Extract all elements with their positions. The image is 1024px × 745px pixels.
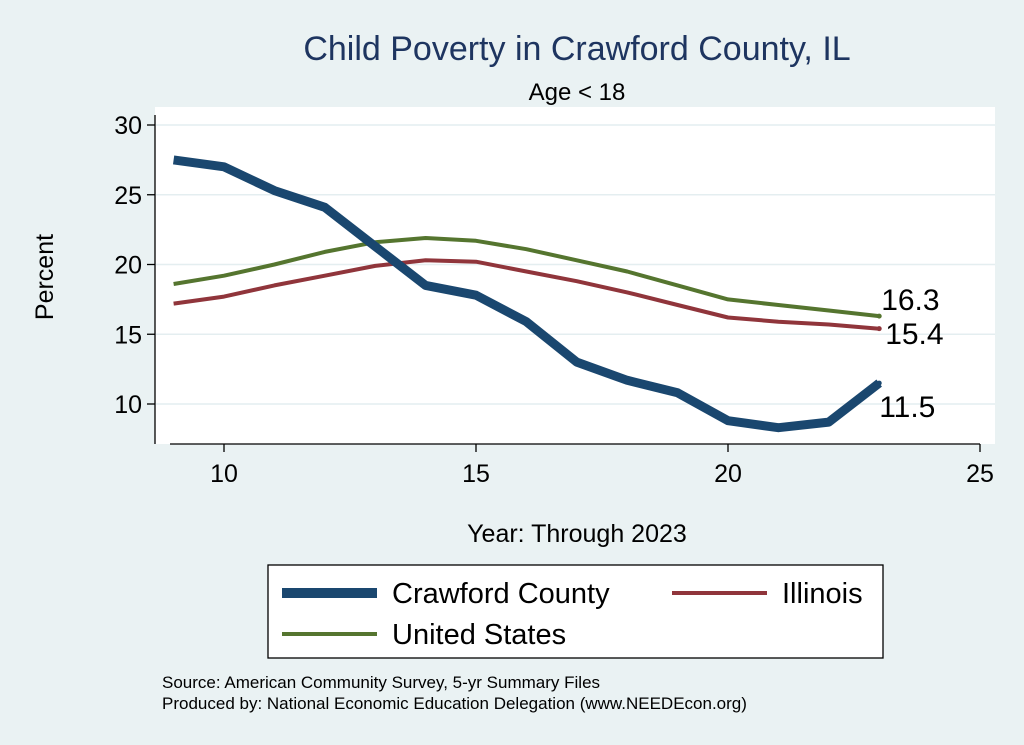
legend: Crawford County Illinois United States	[282, 578, 863, 651]
end-point-crawford-county	[876, 380, 882, 386]
chart-title: Child Poverty in Crawford County, IL	[303, 30, 850, 68]
series-line-illinois	[173, 258, 880, 331]
series-line-united-states	[173, 236, 880, 319]
end-point-united-states	[876, 313, 882, 319]
x-axis-title: Year: Through 2023	[467, 520, 687, 548]
end-label-crawford-county: 11.5	[879, 391, 935, 424]
produced-by-note: Produced by: National Economic Education…	[162, 694, 747, 713]
legend-label-united-states: United States	[392, 619, 566, 651]
y-axis-ticks: 10 15 20 25 30	[114, 112, 155, 419]
x-tick-label: 20	[714, 460, 742, 488]
series-line-crawford-county	[172, 155, 882, 433]
x-tick-label: 25	[966, 460, 994, 488]
legend-box	[267, 564, 884, 659]
series-lines	[172, 155, 882, 433]
y-tick-label: 10	[114, 391, 142, 419]
chart-subtitle: Age < 18	[529, 79, 626, 106]
y-tick-label: 20	[114, 252, 142, 280]
y-tick-label: 15	[114, 321, 142, 349]
y-axis-title: Percent	[31, 234, 59, 320]
end-point-illinois	[876, 326, 882, 332]
x-tick-label: 15	[462, 460, 490, 488]
x-tick-label: 10	[210, 460, 238, 488]
end-label-united-states: 16.3	[881, 284, 939, 317]
series-end-labels: 11.5 15.416.3	[876, 284, 944, 424]
end-label-illinois: 15.4	[885, 318, 943, 351]
source-note: Source: American Community Survey, 5-yr …	[162, 673, 600, 692]
y-tick-label: 25	[114, 182, 142, 210]
plot-area	[155, 107, 995, 444]
legend-label-illinois: Illinois	[782, 578, 863, 610]
legend-label-crawford-county: Crawford County	[392, 578, 610, 610]
x-axis-ticks: 10 15 20 25	[210, 444, 994, 488]
y-tick-label: 30	[114, 112, 142, 140]
